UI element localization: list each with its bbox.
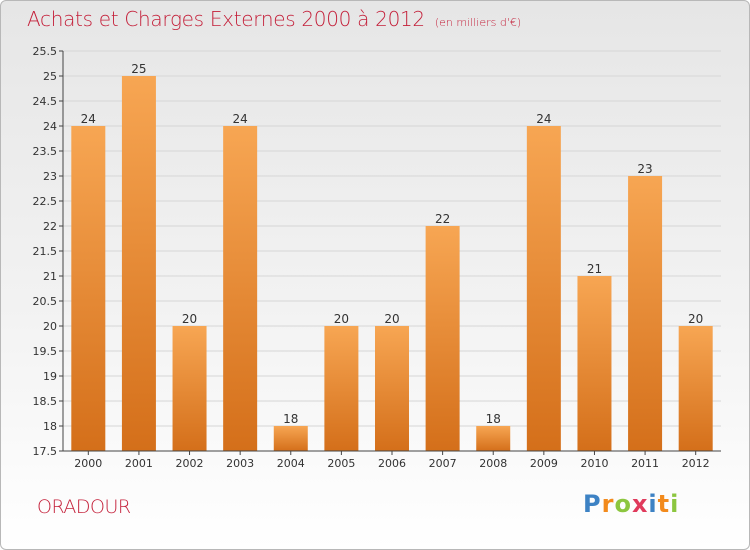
bar bbox=[71, 126, 106, 451]
data-label: 21 bbox=[587, 262, 602, 276]
x-tick-label: 2012 bbox=[682, 457, 710, 470]
y-tick-label: 24.5 bbox=[33, 95, 58, 108]
data-labels: 24 25 20 24 18 20 20 22 18 24 21 23 20 bbox=[81, 62, 704, 426]
y-tick-label: 17.5 bbox=[33, 445, 58, 458]
x-axis-ticks: 2000 2001 2002 2003 2004 2005 2006 2007 2008 2009… bbox=[74, 451, 710, 470]
logo-letter: o bbox=[614, 490, 632, 518]
data-label: 18 bbox=[283, 412, 298, 426]
y-tick-label: 20 bbox=[43, 320, 57, 333]
data-label: 24 bbox=[536, 112, 551, 126]
y-tick-label: 22 bbox=[43, 220, 57, 233]
bar bbox=[375, 326, 409, 451]
logo-letter: r bbox=[601, 490, 615, 518]
bar bbox=[121, 76, 156, 451]
y-tick-label: 19 bbox=[43, 370, 57, 383]
x-tick-label: 2010 bbox=[580, 457, 608, 470]
x-tick-label: 2005 bbox=[327, 457, 355, 470]
data-label: 24 bbox=[233, 112, 248, 126]
x-tick-label: 2000 bbox=[74, 457, 102, 470]
x-tick-label: 2002 bbox=[176, 457, 204, 470]
bar bbox=[172, 326, 207, 451]
data-label: 20 bbox=[688, 312, 703, 326]
chart-title: Achats et Charges Externes 2000 à 2012 (e… bbox=[27, 7, 521, 31]
bar bbox=[678, 326, 713, 451]
y-tick-label: 18.5 bbox=[33, 395, 58, 408]
data-label: 25 bbox=[131, 62, 146, 76]
bar bbox=[223, 126, 258, 451]
data-label: 22 bbox=[435, 212, 450, 226]
logo-letter: t bbox=[657, 490, 671, 518]
y-tick-label: 23 bbox=[43, 170, 57, 183]
y-tick-label: 18 bbox=[43, 420, 57, 433]
logo-letter: i bbox=[670, 490, 680, 518]
data-label: 24 bbox=[81, 112, 96, 126]
data-label: 20 bbox=[384, 312, 399, 326]
bar bbox=[425, 226, 460, 451]
y-tick-label: 19.5 bbox=[33, 345, 58, 358]
y-tick-label: 23.5 bbox=[33, 145, 58, 158]
x-tick-label: 2003 bbox=[226, 457, 254, 470]
commune-name: ORADOUR bbox=[37, 496, 131, 518]
y-tick-label: 24 bbox=[43, 120, 57, 133]
title-text: Achats et Charges Externes 2000 à 2012 bbox=[27, 7, 425, 31]
bar bbox=[628, 176, 663, 451]
x-tick-label: 2007 bbox=[429, 457, 457, 470]
logo-letter: P bbox=[583, 490, 602, 518]
bar bbox=[476, 426, 511, 451]
logo-letter: x bbox=[631, 490, 649, 518]
x-tick-label: 2008 bbox=[479, 457, 507, 470]
data-label: 20 bbox=[182, 312, 197, 326]
y-tick-label: 20.5 bbox=[33, 295, 58, 308]
data-label: 20 bbox=[334, 312, 349, 326]
unit-label: (en milliers d'€) bbox=[434, 16, 522, 29]
bar bbox=[577, 276, 612, 451]
bars bbox=[71, 76, 713, 451]
x-tick-label: 2004 bbox=[277, 457, 305, 470]
bar bbox=[324, 326, 359, 451]
x-tick-label: 2006 bbox=[378, 457, 406, 470]
y-tick-label: 25.5 bbox=[33, 45, 58, 58]
x-tick-label: 2011 bbox=[631, 457, 659, 470]
x-tick-label: 2001 bbox=[125, 457, 153, 470]
y-tick-label: 25 bbox=[43, 70, 57, 83]
x-tick-label: 2009 bbox=[530, 457, 558, 470]
y-tick-label: 21 bbox=[43, 270, 57, 283]
bar bbox=[526, 126, 561, 451]
y-tick-label: 22.5 bbox=[33, 195, 58, 208]
axes bbox=[62, 51, 721, 452]
data-label: 23 bbox=[637, 162, 652, 176]
logo-letter: i bbox=[648, 490, 658, 518]
y-tick-label: 21.5 bbox=[33, 245, 58, 258]
bar bbox=[273, 426, 308, 451]
proxiti-logo: Proxiti bbox=[583, 490, 679, 518]
data-label: 18 bbox=[486, 412, 501, 426]
y-axis-ticks: 17.5 18 18.5 19 19.5 20 20.5 21 21.5 22 22.5 23 23.5… bbox=[33, 45, 63, 458]
